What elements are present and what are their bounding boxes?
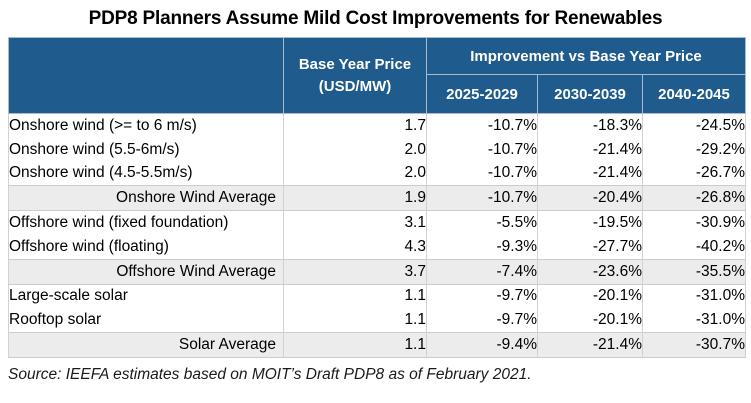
table-row-average: Solar Average 1.1 -9.4% -21.4% -30.7% [8,332,746,358]
table-header: Base Year Price (USD/MW) Improvement vs … [8,37,746,114]
header-corner-cell [8,37,284,114]
table-row: Onshore wind (4.5-5.5m/s) 2.0 -10.7% -21… [8,161,746,186]
row-label: Solar Average [8,332,284,358]
base-price-value: 1.7 [283,113,427,138]
base-price-value: 1.1 [283,332,427,358]
header-period-2025-2029: 2025-2029 [426,74,538,114]
row-label: Onshore wind (5.5-6m/s) [8,137,284,162]
figure-title: PDP8 Planners Assume Mild Cost Improveme… [88,8,663,29]
base-price-value: 1.1 [283,308,427,333]
table-body: Onshore wind (>= to 6 m/s) 1.7 -10.7% -1… [8,113,746,358]
improvement-2025-2029: -9.3% [426,234,538,260]
improvement-2040-2045: -40.2% [642,234,746,260]
improvement-2025-2029: -10.7% [426,137,538,162]
improvement-2040-2045: -29.2% [642,137,746,162]
improvement-2025-2029: -9.4% [426,332,538,358]
improvement-2030-2039: -21.4% [537,137,643,162]
row-label: Onshore wind (>= to 6 m/s) [8,113,284,138]
improvement-2030-2039: -20.1% [537,308,643,333]
improvement-2030-2039: -23.6% [537,258,643,285]
improvement-2030-2039: -19.5% [537,210,643,235]
row-label: Offshore wind (fixed foundation) [8,210,284,235]
row-label: Onshore Wind Average [8,185,284,212]
improvement-2030-2039: -20.1% [537,284,643,309]
header-improvement-group: Improvement vs Base Year Price [426,37,746,75]
cost-improvements-table: Base Year Price (USD/MW) Improvement vs … [8,37,746,358]
improvement-2040-2045: -24.5% [642,113,746,138]
header-base-year-price: Base Year Price (USD/MW) [283,37,427,114]
base-price-value: 1.9 [283,185,427,212]
base-price-value: 2.0 [283,137,427,162]
base-price-value: 2.0 [283,161,427,186]
base-price-value: 3.7 [283,258,427,285]
table-row: Offshore wind (fixed foundation) 3.1 -5.… [8,210,746,235]
base-price-label-line2: (USD/MW) [318,77,392,95]
improvement-2025-2029: -10.7% [426,161,538,186]
improvement-2040-2045: -30.9% [642,210,746,235]
improvement-2025-2029: -7.4% [426,258,538,285]
improvement-2025-2029: -9.7% [426,308,538,333]
table-row: Onshore wind (>= to 6 m/s) 1.7 -10.7% -1… [8,113,746,138]
row-label: Large-scale solar [8,284,284,309]
improvement-2030-2039: -21.4% [537,161,643,186]
improvement-2040-2045: -26.7% [642,161,746,186]
base-price-value: 3.1 [283,210,427,235]
base-price-value: 4.3 [283,234,427,260]
table-row: Large-scale solar 1.1 -9.7% -20.1% -31.0… [8,284,746,309]
table-row-average: Onshore Wind Average 1.9 -10.7% -20.4% -… [8,185,746,212]
improvement-2025-2029: -9.7% [426,284,538,309]
improvement-2030-2039: -20.4% [537,185,643,212]
table-row-average: Offshore Wind Average 3.7 -7.4% -23.6% -… [8,258,746,285]
improvement-2025-2029: -10.7% [426,113,538,138]
table-row: Offshore wind (floating) 4.3 -9.3% -27.7… [8,234,746,260]
improvement-2040-2045: -26.8% [642,185,746,212]
improvement-2040-2045: -35.5% [642,258,746,285]
source-note: Source: IEEFA estimates based on MOIT’s … [8,365,532,383]
improvement-2030-2039: -27.7% [537,234,643,260]
improvement-2040-2045: -30.7% [642,332,746,358]
base-price-label-line1: Base Year Price [298,55,412,73]
improvement-2030-2039: -18.3% [537,113,643,138]
base-price-value: 1.1 [283,284,427,309]
row-label: Offshore wind (floating) [8,234,284,260]
header-period-2040-2045: 2040-2045 [642,74,746,114]
row-label: Onshore wind (4.5-5.5m/s) [8,161,284,186]
improvement-2025-2029: -10.7% [426,185,538,212]
improvement-2030-2039: -21.4% [537,332,643,358]
table-row: Onshore wind (5.5-6m/s) 2.0 -10.7% -21.4… [8,137,746,162]
table-row: Rooftop solar 1.1 -9.7% -20.1% -31.0% [8,308,746,333]
row-label: Offshore Wind Average [8,258,284,285]
header-period-2030-2039: 2030-2039 [537,74,643,114]
improvement-2025-2029: -5.5% [426,210,538,235]
improvement-2040-2045: -31.0% [642,308,746,333]
row-label: Rooftop solar [8,308,284,333]
improvement-2040-2045: -31.0% [642,284,746,309]
